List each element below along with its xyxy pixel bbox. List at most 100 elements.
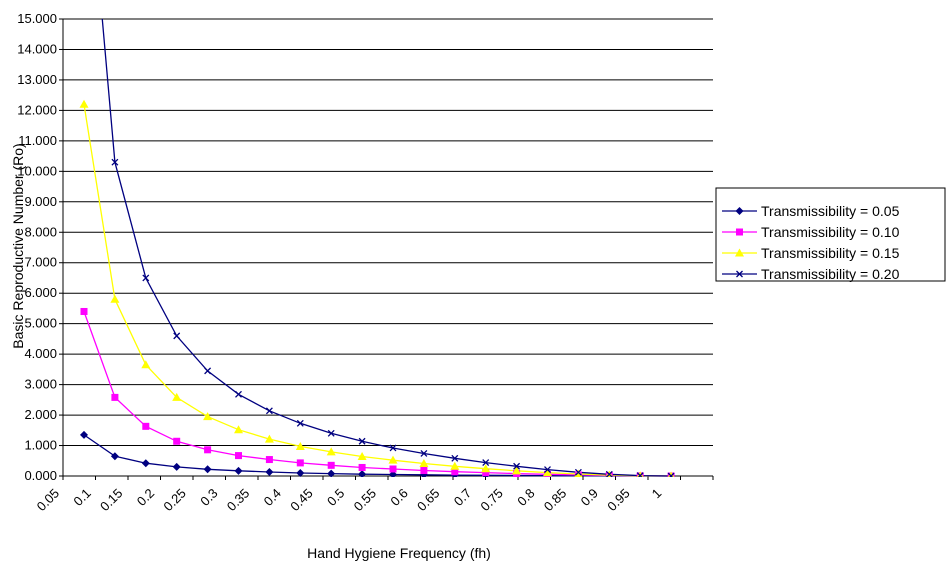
data-point-series-4 (235, 390, 242, 398)
data-point-series-1 (80, 430, 88, 439)
series-line-3 (83, 104, 672, 477)
y-tick-label: 4.000 (24, 346, 57, 361)
data-point-series-2 (296, 459, 304, 467)
x-tick-label: 0.8 (514, 486, 537, 509)
y-tick-label: 14.000 (17, 41, 57, 56)
data-point-series-4 (636, 472, 644, 477)
data-point-series-3 (295, 441, 305, 450)
x-tick-label: 0.55 (351, 486, 380, 515)
data-point-series-1 (172, 462, 181, 471)
data-point-series-2 (235, 452, 242, 460)
legend-box (715, 187, 946, 282)
data-point-series-3 (450, 461, 460, 470)
y-tick-label: 12.000 (17, 102, 57, 117)
data-point-series-3 (512, 466, 522, 475)
legend-entry-4: Transmissibility = 0.20 (761, 266, 900, 282)
data-point-series-3 (203, 412, 213, 421)
y-tick-label: 6.000 (24, 285, 57, 300)
legend-marker-2 (736, 228, 743, 236)
data-point-series-1 (327, 469, 336, 477)
data-point-series-1 (358, 470, 367, 477)
data-point-series-4 (111, 158, 119, 166)
data-point-series-3 (264, 434, 274, 443)
data-point-series-2 (173, 437, 181, 445)
x-tick-label: 0.6 (387, 486, 410, 509)
data-point-series-4 (173, 332, 181, 340)
legend: Transmissibility = 0.05 Transmissibility … (715, 187, 946, 282)
data-point-series-4 (142, 274, 150, 282)
series-line-2 (83, 311, 672, 477)
y-tick-label: 7.000 (24, 255, 57, 270)
series-group (83, 19, 672, 477)
data-point-series-2 (389, 465, 397, 473)
data-point-series-3 (326, 447, 336, 456)
x-axis-title: Hand Hygiene Frequency (fh) (307, 545, 491, 561)
y-tick-label: 8.000 (24, 224, 57, 239)
data-point-series-3 (79, 99, 89, 108)
data-point-series-1 (265, 468, 274, 477)
x-tick-label: 1 (649, 486, 665, 502)
data-point-series-4 (389, 444, 397, 452)
data-point-series-3 (668, 471, 675, 477)
data-point-series-3 (357, 452, 367, 461)
x-tick-label: 0.65 (414, 486, 443, 515)
y-tick-label: 1.000 (24, 438, 57, 453)
x-tick-label: 0.25 (160, 486, 189, 515)
x-tick-label: 0.2 (134, 486, 157, 509)
x-tick-label: 0.9 (578, 486, 601, 509)
legend-entry-3: Transmissibility = 0.15 (761, 245, 900, 261)
data-point-series-4 (296, 419, 304, 427)
data-point-series-3 (481, 464, 491, 473)
data-point-series-1 (141, 459, 150, 468)
x-tick-label: 0.95 (604, 486, 633, 515)
x-tick-label: 0.7 (451, 486, 474, 509)
x-tick-label: 0.5 (324, 486, 347, 509)
data-point-series-3 (543, 468, 552, 477)
x-tick-label: 0.05 (34, 486, 63, 515)
y-tick-label: 2.000 (24, 407, 57, 422)
data-point-series-1 (110, 452, 119, 461)
legend-entry-2: Transmissibility = 0.10 (761, 224, 900, 240)
data-point-series-2 (358, 463, 366, 471)
plot-area (63, 19, 713, 476)
data-point-series-2 (482, 469, 490, 477)
y-tick-label: 5.000 (24, 316, 57, 331)
data-point-series-2 (420, 467, 428, 475)
x-tick-label: 0.3 (197, 486, 220, 509)
data-point-series-4 (420, 449, 428, 457)
y-tick-label: 9.000 (24, 194, 57, 209)
data-point-series-3 (419, 459, 429, 468)
legend-marker-4 (736, 270, 743, 278)
data-point-series-1 (203, 465, 212, 474)
x-tick-label: 0.85 (541, 486, 570, 515)
data-point-series-4 (513, 462, 521, 470)
data-point-series-4 (574, 468, 582, 476)
x-tick-label: 0.4 (261, 486, 284, 509)
series-line-4 (101, 19, 672, 477)
legend-marker-1 (735, 207, 744, 215)
data-point-series-2 (111, 393, 119, 401)
series-line-1 (83, 434, 672, 477)
data-point-series-3 (141, 360, 151, 369)
y-tick-label: 11.000 (18, 133, 57, 148)
data-point-series-3 (234, 425, 243, 434)
data-point-series-2 (204, 446, 212, 454)
data-point-series-2 (327, 461, 335, 469)
data-point-series-2 (142, 422, 150, 430)
x-tick-label: 0.1 (70, 486, 93, 509)
x-axis-ticks: 0.05 0.1 0.15 0.2 0.25 0.3 0.35 0.4 0.45 0.5 0.55 0… (34, 476, 714, 515)
data-point-series-2 (80, 307, 88, 315)
data-point-series-4 (327, 429, 335, 437)
data-point-series-1 (296, 468, 305, 477)
data-point-series-3 (388, 455, 398, 464)
grid-lines (63, 18, 713, 477)
legend-marker-3 (735, 248, 744, 257)
data-point-series-4 (204, 367, 212, 375)
x-tick-label: 0.35 (224, 486, 253, 515)
data-point-series-4 (605, 470, 613, 477)
y-tick-label: 0.000 (24, 468, 57, 483)
data-point-series-4 (544, 466, 551, 474)
data-point-series-4 (482, 459, 490, 467)
y-axis-title: Basic Reproductive Number (Ro) (10, 143, 26, 348)
